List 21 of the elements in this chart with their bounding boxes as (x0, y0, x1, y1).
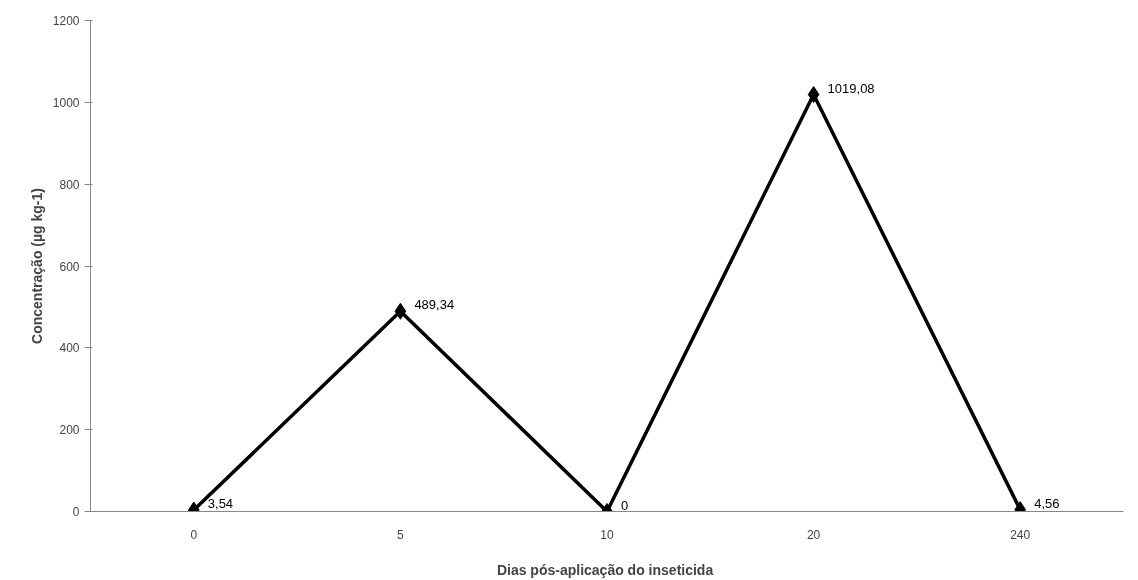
data-label: 1019,08 (827, 80, 875, 96)
y-tick-label: 0 (72, 505, 80, 519)
x-tick-label: 5 (397, 527, 405, 542)
y-tick-label: 1200 (52, 14, 80, 28)
point (807, 86, 820, 104)
x-tick-label: 0 (190, 527, 198, 542)
x-tick-label: 20 (806, 527, 821, 542)
point (394, 302, 407, 320)
y-tick-label: 200 (59, 423, 80, 438)
y-tick-label: 1000 (52, 95, 80, 110)
x-tick-label: 10 (600, 527, 614, 542)
y-axis-title: Concentração (µg kg-1) (28, 188, 45, 344)
data-label: 489,34 (414, 297, 455, 313)
y-tick-label: 600 (59, 259, 80, 274)
data-label: 4,56 (1034, 495, 1060, 511)
y-tick-label: 800 (59, 177, 80, 192)
data-label: 0 (621, 497, 629, 513)
x-tick-label: 240 (1010, 527, 1031, 542)
x-axis-title: Dias pós-aplicação do inseticida (496, 561, 714, 578)
data-label: 3,54 (207, 496, 234, 512)
y-tick-label: 400 (59, 341, 80, 356)
